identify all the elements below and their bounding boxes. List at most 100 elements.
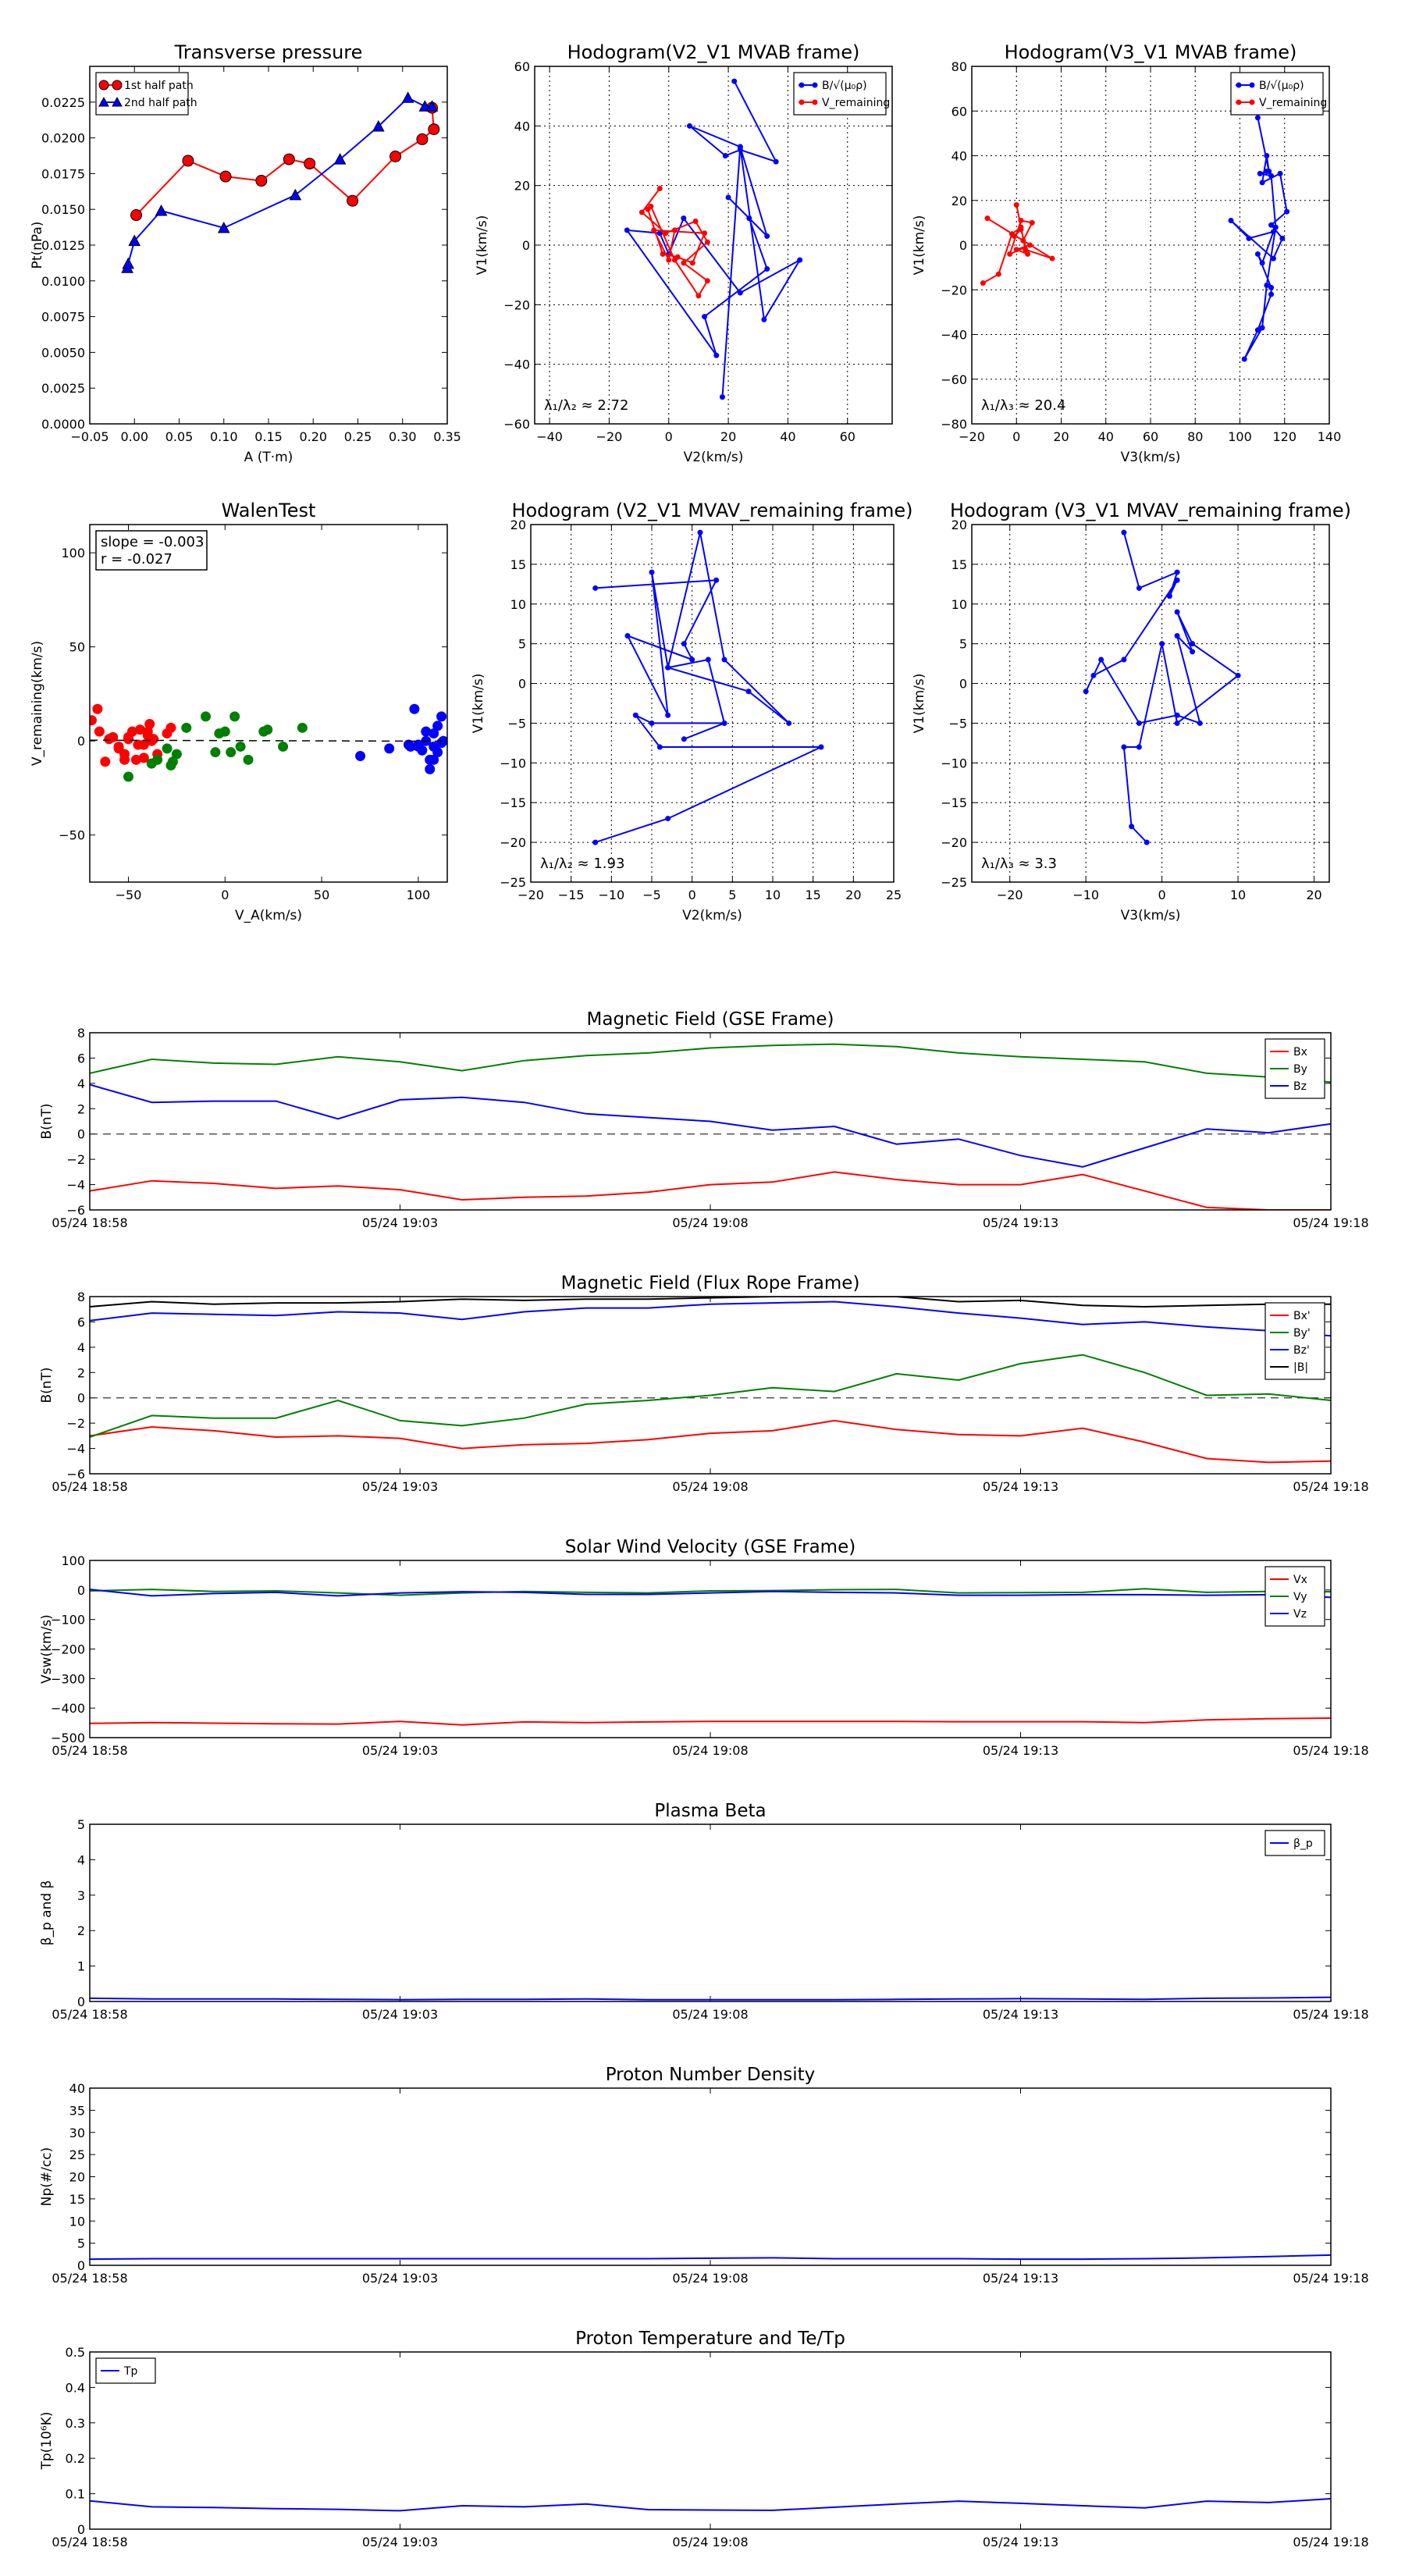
data-point [389, 150, 402, 162]
x-tick-label: 0 [665, 429, 673, 444]
y-axis-label: Vsw(km/s) [39, 1614, 55, 1684]
data-point [428, 123, 440, 136]
series-line-tp [90, 2498, 1331, 2512]
x-tick-label: 05/24 19:08 [672, 1215, 748, 1230]
data-point [818, 744, 824, 750]
data-point [333, 153, 347, 165]
scatter-point [226, 747, 237, 758]
data-point [995, 271, 1001, 277]
data-point [182, 155, 194, 167]
series-line-2ndhalfpath [126, 97, 432, 269]
y-tick-label: −25 [500, 875, 526, 890]
y-tick-label: 0 [77, 1391, 85, 1406]
x-tick-label: 05/24 19:03 [362, 2007, 438, 2022]
data-point [1020, 237, 1026, 244]
series-line-s0 [90, 2254, 1331, 2261]
y-tick-label: 10 [69, 2214, 85, 2229]
y-tick-label: −40 [941, 328, 967, 343]
data-point [692, 218, 699, 224]
data-point [1268, 173, 1275, 179]
scatter-point [409, 703, 420, 714]
plot-area [121, 91, 440, 273]
scatter-point [214, 728, 225, 739]
data-point [1264, 153, 1270, 158]
data-point [745, 688, 752, 695]
data-point [416, 133, 429, 145]
x-tick-label: 05/24 19:18 [1293, 1479, 1368, 1494]
legend-label: Bx [1293, 1046, 1307, 1059]
scatter-point [243, 754, 254, 765]
y-tick-label: 0 [959, 238, 967, 253]
scatter-point [235, 741, 246, 752]
chart-plasma-beta: Plasma Beta 05/24 18:58 05/24 19:03 05/24 1… [39, 1801, 1369, 2022]
x-tick-label: 100 [407, 888, 431, 902]
scatter-point [92, 703, 103, 714]
data-point [1228, 218, 1234, 224]
x-tick-label: −40 [536, 429, 563, 444]
x-tick-label: 0 [1012, 429, 1020, 444]
data-point [1011, 233, 1017, 240]
data-point [725, 194, 731, 201]
y-axis-label: Np(#/cc) [39, 2147, 55, 2206]
ratio-annotation: λ₁/λ₃ ≈ 3.3 [981, 856, 1057, 872]
x-tick-label: 15 [805, 888, 820, 902]
data-point [665, 816, 671, 822]
data-point [283, 153, 295, 165]
x-tick-label: 50 [314, 888, 329, 902]
axes-frame [89, 2087, 1332, 2266]
y-tick-label: 5 [518, 637, 526, 652]
scatter-point [162, 743, 173, 754]
data-point [255, 175, 268, 187]
data-point [1013, 247, 1019, 253]
scatter-point [210, 747, 221, 758]
legend-label: Bz' [1293, 1344, 1310, 1357]
data-point [219, 170, 232, 183]
scatter-point [429, 754, 439, 765]
ratio-annotation: λ₁/λ₂ ≈ 2.72 [544, 397, 628, 414]
x-tick-label: −5 [642, 888, 661, 902]
chart-title: Proton Number Density [606, 2065, 816, 2085]
legend: β_p [1264, 1830, 1325, 1856]
data-point [217, 221, 230, 233]
data-point [1268, 222, 1275, 228]
data-point [1121, 656, 1127, 663]
y-tick-label: 20 [514, 179, 530, 194]
data-point [1197, 720, 1203, 726]
scatter-point [384, 743, 395, 754]
series-line-vx [90, 1717, 1331, 1726]
data-point [1136, 720, 1142, 726]
series-line-p [90, 1996, 1331, 2001]
scatter-point [146, 735, 157, 746]
legend-label: |B| [1293, 1361, 1308, 1374]
legend: Tp [95, 2357, 156, 2384]
data-point [681, 641, 687, 647]
y-tick-label: −25 [941, 875, 967, 890]
legend-label: Vx [1293, 1574, 1307, 1586]
chart-title: Hodogram (V3_V1 MVAV_remaining frame) [950, 500, 1351, 521]
plot-area [592, 529, 824, 845]
x-tick-label: −20 [997, 888, 1023, 902]
data-point [1049, 255, 1055, 262]
data-point [719, 394, 725, 400]
x-tick-label: 05/24 19:13 [983, 2007, 1058, 2022]
series-line-b [90, 1297, 1331, 1308]
x-tick-label: 20 [1306, 888, 1321, 902]
series-line-by [90, 1043, 1331, 1083]
series-line-bx [90, 1171, 1331, 1210]
data-point [1279, 235, 1286, 241]
chart-hodogram-v2v1-mvab: Hodogram(V2_V1 MVAB frame) −40 −20 0 20 40 60 −… [475, 41, 893, 465]
y-tick-label: 60 [514, 59, 530, 74]
scatter-point [432, 720, 443, 731]
y-tick-label: −80 [941, 417, 967, 432]
ratio-annotation: λ₁/λ₂ ≈ 1.93 [540, 856, 624, 872]
x-tick-label: 60 [840, 429, 855, 444]
data-point [702, 314, 708, 320]
chart-hodogram-v3v1-mvab: Hodogram(V3_V1 MVAB frame) −20 0 20 40 60 80 10… [912, 41, 1341, 465]
data-point [713, 577, 720, 583]
data-point [649, 569, 655, 575]
x-tick-label: 10 [765, 888, 781, 902]
x-tick-label: 25 [886, 888, 902, 902]
x-tick-label: 10 [1230, 888, 1246, 902]
data-point [674, 254, 681, 260]
fit-annotation-line: slope = -0.003 [101, 534, 204, 550]
